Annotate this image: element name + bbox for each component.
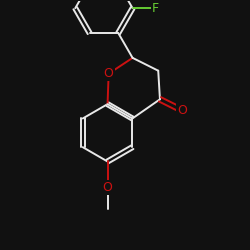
Text: O: O: [104, 67, 114, 80]
Text: O: O: [102, 181, 113, 194]
Text: F: F: [152, 2, 159, 15]
Text: O: O: [177, 104, 187, 117]
